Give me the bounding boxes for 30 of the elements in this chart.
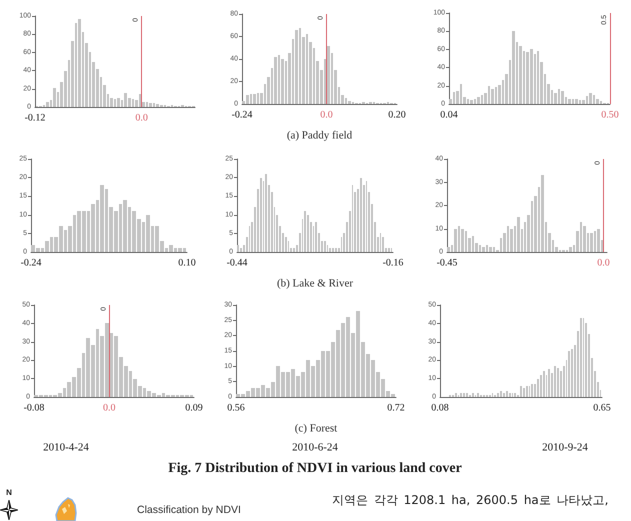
x-tick-label: -0.12 bbox=[24, 112, 46, 124]
x-tick-label: 0.20 bbox=[388, 110, 406, 120]
x-tick-label: 0.0 bbox=[320, 110, 333, 120]
x-axis-title: (a) Paddy field bbox=[286, 130, 353, 142]
text: Classification by NDVI bbox=[137, 504, 241, 516]
x-axis-title: (b) Lake & River bbox=[276, 278, 354, 290]
x-tick-label: 0.50 bbox=[601, 110, 619, 120]
x-tick-label: -0.08 bbox=[24, 402, 44, 414]
text: Fig. 7 Distribution of NDVI in various land cover bbox=[168, 461, 462, 476]
x-tick-label: 0.10 bbox=[178, 258, 196, 268]
x-tick-label: 0.09 bbox=[185, 402, 203, 414]
text: N bbox=[6, 488, 12, 497]
x-tick-label: 0.0 bbox=[103, 402, 116, 414]
text: 지역은 각각 1208.1 ha, 2600.5 ha로 나타났고, bbox=[332, 493, 608, 507]
x-tick-label: 0.56 bbox=[227, 402, 245, 414]
x-tick-label: -0.45 bbox=[436, 258, 458, 268]
x-tick-label: 0.04 bbox=[440, 110, 458, 120]
x-tick-label: 0.0 bbox=[135, 112, 148, 124]
x-tick-label: -0.24 bbox=[20, 258, 42, 268]
x-tick-label: -0.44 bbox=[226, 258, 248, 268]
x-tick-label: 0.0 bbox=[597, 258, 610, 268]
text: 2010-9-24 bbox=[542, 442, 588, 454]
x-tick-label: 0.72 bbox=[387, 402, 405, 414]
text: 2010-6-24 bbox=[292, 442, 338, 454]
x-tick-label: -0.16 bbox=[382, 258, 404, 268]
x-tick-label: 0.65 bbox=[593, 402, 611, 414]
x-tick-label: -0.24 bbox=[232, 110, 252, 120]
text: 2010-4-24 bbox=[43, 442, 89, 454]
x-tick-label: 0.08 bbox=[431, 402, 449, 414]
x-axis-title: (c) Forest bbox=[294, 422, 338, 434]
